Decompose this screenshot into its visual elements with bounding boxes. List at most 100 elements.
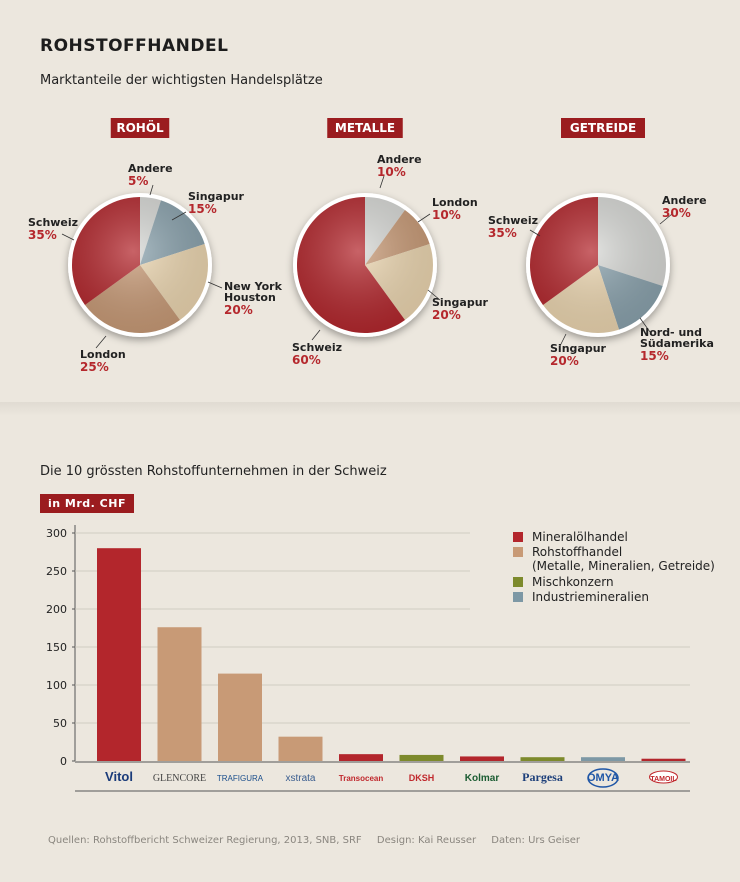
legend-item-industrie: Industriemineralien [513, 590, 649, 604]
legend-label: Mineralölhandel [532, 530, 628, 544]
slice-label-line: Houston [224, 291, 276, 304]
bar-pargesa [520, 757, 565, 761]
logo-trafigura: TRAFIGURA [217, 774, 264, 783]
slice-label-london: London [80, 348, 126, 361]
logo-xstrata: xstrata [285, 773, 315, 784]
slice-label-line: Schweiz [292, 341, 342, 354]
slice-label-line: Schweiz [28, 216, 78, 229]
slice-percent-london: 25% [80, 360, 109, 374]
slice-percent-london: 10% [432, 208, 461, 222]
slice-percent-schweiz: 35% [488, 226, 517, 240]
slice-label-line: Nord- und [640, 326, 702, 339]
logo-pargesa: Pargesa [522, 770, 563, 784]
label-leader-line [529, 229, 541, 237]
pie-shading [297, 197, 433, 333]
label-leader-line [171, 211, 187, 221]
slice-percent-singapur: 20% [432, 308, 461, 322]
label-leader-line [659, 213, 673, 225]
slice-label-schweiz: Schweiz [292, 341, 342, 354]
label-leader-line [311, 329, 321, 341]
label-leader-line [95, 335, 107, 349]
bar-vitol [97, 548, 141, 761]
footer-design: Design: Kai Reusser [376, 835, 477, 846]
label-leader-line [379, 175, 385, 189]
bar-chart: 0 50 100 150 200 250 300 Vitol GLENCORE TRAFIGURA… [46, 525, 690, 792]
legend-swatch [513, 577, 523, 587]
logo-kolmar: Kolmar [465, 773, 500, 784]
slice-percent-nord-und-s-damerika: 15% [640, 349, 669, 363]
legend-swatch [513, 547, 523, 557]
slice-label-singapur: Singapur [550, 342, 607, 355]
y-tick-label: 150 [46, 641, 67, 654]
slice-label-london: London [432, 196, 478, 209]
pie-shading [530, 197, 666, 333]
slice-percent-singapur: 20% [550, 354, 579, 368]
slice-label-line: Singapur [550, 342, 607, 355]
y-tick-label: 250 [46, 565, 67, 578]
pie-title: GETREIDE [570, 121, 636, 135]
pie-metalle: METALLEAndere10%London10%Singapur20%Schw… [292, 118, 489, 367]
slice-label-singapur: Singapur [432, 296, 489, 309]
footer-data: Daten: Urs Geiser [491, 835, 581, 846]
pie-title-badge [110, 118, 170, 138]
legend-label: Mischkonzern [532, 575, 614, 589]
pie-shading [72, 197, 208, 333]
bar-glencore [157, 627, 202, 761]
legend-swatch [513, 532, 523, 542]
label-leader-line [61, 233, 75, 241]
label-leader-line [207, 281, 223, 289]
slice-label-line: London [80, 348, 126, 361]
label-leader-line [639, 317, 651, 333]
slice-percent-schweiz: 60% [292, 353, 321, 367]
page-subtitle: Marktanteile der wichtigsten Handelsplät… [40, 73, 323, 88]
legend-item-rohstoff: Rohstoffhandel (Metalle, Mineralien, Get… [513, 545, 715, 573]
logo-omya: OMYA [587, 772, 619, 784]
legend-item-misch: Mischkonzern [513, 575, 614, 589]
slice-label-schweiz: Schweiz [488, 214, 538, 227]
slice-label-nord-und-s-damerika: Nord- und Südamerika [640, 326, 714, 350]
y-tick-label: 0 [60, 755, 67, 768]
bar-tamoil [641, 758, 686, 761]
logo-dksh: DKSH [409, 773, 435, 783]
logo-omya-ring [587, 768, 619, 788]
slice-label-line: Schweiz [488, 214, 538, 227]
pie-title: ROHÖL [116, 120, 164, 135]
unit-badge: in Mrd. CHF [40, 494, 134, 513]
logo-tamoil: TAMOIL [650, 776, 677, 783]
slice-percent-andere: 10% [377, 165, 406, 179]
bar-trafigura [218, 673, 262, 761]
pie-title: METALLE [335, 121, 395, 135]
slice-label-andere: Andere [128, 162, 173, 175]
y-tick-label: 50 [53, 717, 67, 730]
pie-title-badge [327, 118, 403, 138]
pie-title-badge [561, 118, 645, 138]
slice-label-line: Singapur [432, 296, 489, 309]
slice-label-line: Andere [662, 194, 707, 207]
logo-transocean: Transocean [339, 774, 384, 783]
legend-sublabel: (Metalle, Mineralien, Getreide) [532, 559, 715, 573]
logo-glencore: GLENCORE [153, 773, 206, 784]
slice-label-singapur: Singapur [188, 190, 245, 203]
slice-percent-singapur: 15% [188, 202, 217, 216]
slice-percent-andere: 5% [128, 174, 148, 188]
legend-item-mineraloel: Mineralölhandel [513, 530, 628, 544]
slice-label-line: New York [224, 280, 283, 293]
bar-chart-title: Die 10 grössten Rohstoffunternehmen in d… [40, 464, 387, 479]
slice-label-line: Südamerika [640, 337, 714, 350]
legend-swatch [513, 592, 523, 602]
label-leader-line [149, 184, 154, 196]
bar-dksh [399, 754, 444, 761]
bar-xstrata [278, 736, 323, 761]
y-tick-label: 300 [46, 527, 67, 540]
bar-transocean [339, 754, 383, 761]
legend-label: Industriemineralien [532, 590, 649, 604]
label-leader-line [417, 213, 431, 223]
legend-label: Rohstoffhandel [532, 545, 623, 559]
slice-label-schweiz: Schweiz [28, 216, 78, 229]
slice-label-new-york-houston: New York Houston [224, 280, 283, 304]
slice-label-line: Singapur [188, 190, 245, 203]
logo-tamoil-oval [649, 770, 678, 784]
